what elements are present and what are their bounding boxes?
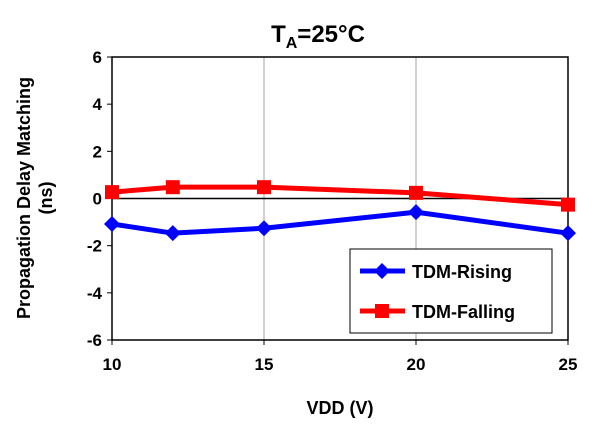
legend-label-falling: TDM-Falling [412, 302, 515, 322]
data-point [256, 220, 272, 237]
y-axis-label-line2: (ns) [36, 182, 56, 215]
y-tick-label: 2 [93, 142, 102, 161]
y-tick-label: -2 [87, 237, 102, 256]
data-point [105, 185, 119, 200]
series-line-tdm-rising [111, 209, 569, 236]
data-point [408, 204, 424, 221]
x-axis-label: VDD (V) [307, 398, 374, 418]
legend-box [349, 248, 553, 334]
data-point [560, 225, 576, 242]
data-point [104, 215, 120, 232]
y-tick-label: 4 [93, 95, 103, 114]
y-axis-label-line1: Propagation Delay Matching [14, 77, 34, 319]
data-point [409, 185, 423, 200]
series [104, 180, 576, 242]
x-tick-label: 15 [255, 355, 274, 374]
x-tick-label: 10 [103, 355, 122, 374]
y-tick-label: 0 [93, 190, 102, 209]
series-line-tdm-falling [111, 184, 569, 208]
y-tick-label: 6 [93, 48, 102, 67]
y-tick-label: -6 [87, 331, 102, 350]
data-point [164, 225, 181, 242]
data-point [257, 180, 271, 195]
data-point [165, 180, 180, 195]
legend-label-rising: TDM-Rising [412, 262, 512, 282]
data-point [561, 197, 575, 212]
y-tick-label: -4 [87, 284, 103, 303]
chart-title: TA=25°C [271, 21, 365, 52]
legend-marker-falling [375, 304, 389, 318]
x-tick-label: 25 [559, 355, 578, 374]
x-tick-label: 20 [407, 355, 426, 374]
legend-marker-rising [374, 263, 390, 279]
legend: TDM-Rising TDM-Falling [349, 248, 553, 334]
